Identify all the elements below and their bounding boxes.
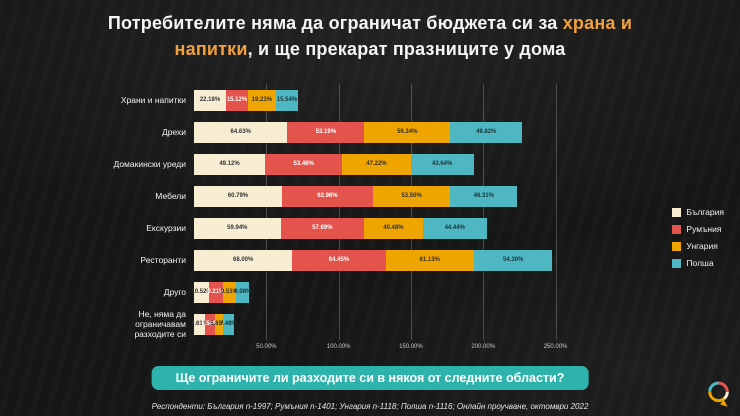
brand-logo-icon <box>706 380 731 409</box>
bar-segment-romania: 6.58% <box>201 313 218 335</box>
bar-segment-bulgaria: 49.12% <box>194 153 266 175</box>
title-text-2: , и ще прекарат празниците у дома <box>247 39 566 60</box>
bar-segment-bulgaria: 64.63% <box>194 121 288 143</box>
chart-row: Мебели 60.79% 62.96% 53.50% 46.31% <box>14 180 614 212</box>
x-axis: 50.00% 100.00% 150.00% 200.00% 250.00% <box>194 342 570 356</box>
bar-track: 7.61% 6.58% 5.85% 7.48% <box>191 313 570 335</box>
legend-swatch-bulgaria <box>672 207 682 217</box>
x-axis-tick-label: 50.00% <box>256 344 277 350</box>
x-axis-tick-label: 200.00% <box>471 344 496 350</box>
bar-segment-hungary: 53.50% <box>372 185 451 207</box>
footnote: Респонденти: България n-1997; Румъния n-… <box>151 402 589 411</box>
chart-rows: Храни и напитки 22.18% 15.12% 19.23% 15.54% Д… <box>14 84 614 340</box>
legend-item-poland: Полша <box>672 258 724 268</box>
bar-track: 49.12% 53.46% 47.22% 43.64% <box>194 153 570 175</box>
legend-swatch-hungary <box>672 241 682 251</box>
legend-swatch-romania <box>672 224 682 234</box>
legend-item-hungary: Унгария <box>672 241 724 251</box>
chart-row: Храни и напитки 22.18% 15.12% 19.23% 15.54% <box>14 84 614 116</box>
question-banner: Ще ограничите ли разходите си в някоя от… <box>151 366 589 390</box>
bar-segment-bulgaria: 59.94% <box>194 217 281 239</box>
bar-segment-romania: 62.96% <box>281 185 373 207</box>
legend-item-bulgaria: България <box>672 207 724 217</box>
bar-segment-bulgaria: 10.52% <box>191 281 212 303</box>
category-label: Ресторанти <box>140 254 186 265</box>
bar-segment-poland: 9.08% <box>234 281 251 303</box>
title-text-1: Потребителите няма да ограничат бюджета … <box>107 13 563 33</box>
gridline <box>483 84 485 340</box>
bar-segment-hungary: 40.48% <box>364 217 423 239</box>
page-title: Потребителите няма да ограничат бюджета … <box>40 10 700 62</box>
bar-segment-hungary: 59.34% <box>364 121 451 143</box>
bar-track: 10.52% 9.21% 9.53% 9.08% <box>191 281 570 303</box>
category-label: Екскурзии <box>146 222 186 233</box>
bar-segment-romania: 53.19% <box>287 121 365 143</box>
bar-segment-hungary: 5.85% <box>210 313 227 335</box>
gridline <box>266 84 268 340</box>
bar-segment-romania: 9.21% <box>207 281 224 303</box>
bar-segment-hungary: 9.53% <box>221 281 238 303</box>
category-label: Мебели <box>155 190 186 201</box>
chart-row: Не, няма да ограничавам разходите си 7.61… <box>14 308 614 340</box>
bar-chart: Храни и напитки 22.18% 15.12% 19.23% 15.54% Д… <box>14 84 614 356</box>
x-axis-tick-label: 250.00% <box>543 344 568 350</box>
bar-track: 60.79% 62.96% 53.50% 46.31% <box>194 185 570 207</box>
title-highlight-1: храна и <box>562 13 633 33</box>
bar-segment-bulgaria: 7.61% <box>191 313 208 335</box>
gridline <box>410 84 412 340</box>
bar-segment-hungary: 19.23% <box>247 89 276 111</box>
chart-row: Дрехи 64.63% 53.19% 59.34% 49.82% <box>14 116 614 148</box>
chart-row: Друго 10.52% 9.21% 9.53% 9.08% <box>14 276 614 308</box>
legend-label-bulgaria: България <box>686 207 724 217</box>
bar-segment-poland: 44.44% <box>422 217 487 239</box>
bar-segment-romania: 57.69% <box>280 217 365 239</box>
chart-row: Екскурзии 59.94% 57.69% 40.48% 44.44% <box>14 212 614 244</box>
bar-track: 59.94% 57.69% 40.48% 44.44% <box>194 217 570 239</box>
title-highlight-2: напитки <box>174 39 248 60</box>
question-banner-text: Ще ограничите ли разходите си в някоя от… <box>175 371 565 385</box>
legend-label-romania: Румъния <box>686 224 722 234</box>
category-label: Храни и напитки <box>120 94 186 105</box>
bar-segment-bulgaria: 68.00% <box>194 249 293 271</box>
legend-item-romania: Румъния <box>672 224 724 234</box>
legend: България Румъния Унгария Полша <box>672 207 724 275</box>
gridlines <box>194 84 570 340</box>
gridline <box>338 84 340 340</box>
bar-segment-poland: 46.31% <box>450 185 518 207</box>
bar-segment-romania: 53.46% <box>265 153 343 175</box>
bar-segment-hungary: 47.22% <box>342 153 411 175</box>
bar-segment-bulgaria: 60.79% <box>194 185 282 207</box>
bar-segment-poland: 54.30% <box>473 249 553 271</box>
bar-segment-romania: 15.12% <box>226 89 248 111</box>
legend-label-hungary: Унгария <box>686 241 718 251</box>
bar-track: 68.00% 64.45% 61.13% 54.30% <box>194 249 570 271</box>
bar-segment-poland: 15.54% <box>275 89 299 111</box>
x-axis-tick-label: 150.00% <box>399 344 423 350</box>
legend-label-poland: Полша <box>686 258 714 268</box>
bar-track: 22.18% 15.12% 19.23% 15.54% <box>194 89 570 111</box>
category-label: Не, няма да ограничавам разходите си <box>134 308 186 340</box>
x-axis-tick-label: 100.00% <box>326 344 351 350</box>
category-label: Дрехи <box>161 126 186 137</box>
chart-row: Домакински уреди 49.12% 53.46% 47.22% 43.64% <box>14 148 614 180</box>
bar-segment-bulgaria: 22.18% <box>194 89 227 111</box>
category-label: Домакински уреди <box>113 158 186 169</box>
category-label: Друго <box>163 286 186 297</box>
legend-swatch-poland <box>672 258 682 268</box>
bar-segment-poland: 7.48% <box>220 313 237 335</box>
gridline <box>555 84 557 340</box>
bar-segment-hungary: 61.13% <box>385 249 474 271</box>
bar-track: 64.63% 53.19% 59.34% 49.82% <box>194 121 570 143</box>
bar-segment-poland: 43.64% <box>410 153 474 175</box>
chart-row: Ресторанти 68.00% 64.45% 61.13% 54.30% <box>14 244 614 276</box>
bar-segment-poland: 49.82% <box>450 121 523 143</box>
bar-segment-romania: 64.45% <box>292 249 386 271</box>
